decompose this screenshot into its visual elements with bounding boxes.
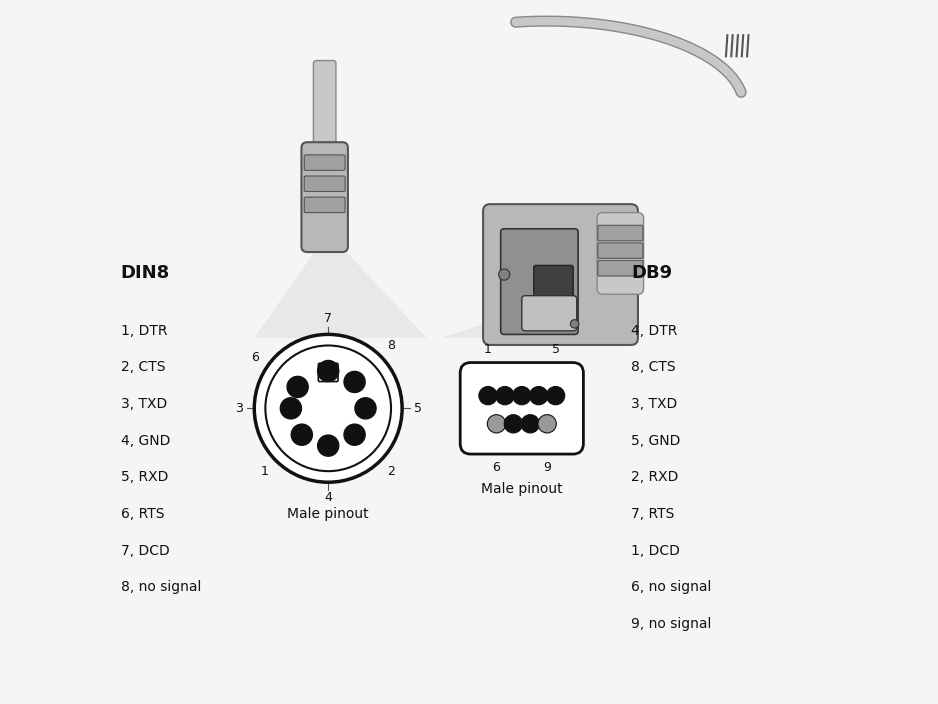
Circle shape — [318, 435, 339, 456]
FancyBboxPatch shape — [304, 155, 345, 170]
Text: 3, TXD: 3, TXD — [631, 397, 677, 411]
Text: 1, DCD: 1, DCD — [631, 543, 680, 558]
FancyBboxPatch shape — [313, 61, 336, 151]
Text: Male pinout: Male pinout — [287, 507, 369, 521]
Circle shape — [254, 334, 402, 482]
Circle shape — [513, 386, 531, 405]
Circle shape — [547, 386, 565, 405]
Circle shape — [522, 415, 539, 433]
Text: 4: 4 — [325, 491, 332, 504]
Text: 3, TXD: 3, TXD — [120, 397, 167, 411]
Text: 4, DTR: 4, DTR — [631, 324, 677, 338]
Circle shape — [488, 415, 506, 433]
FancyBboxPatch shape — [501, 229, 578, 334]
FancyBboxPatch shape — [304, 197, 345, 213]
Text: 2: 2 — [387, 465, 395, 478]
Circle shape — [280, 398, 301, 419]
Circle shape — [538, 415, 556, 433]
Circle shape — [505, 415, 522, 433]
Circle shape — [496, 386, 514, 405]
Text: 8, no signal: 8, no signal — [120, 580, 201, 594]
FancyBboxPatch shape — [304, 176, 345, 191]
Text: 6, RTS: 6, RTS — [120, 507, 164, 521]
Text: 5, GND: 5, GND — [631, 434, 680, 448]
FancyBboxPatch shape — [318, 363, 338, 382]
FancyBboxPatch shape — [534, 265, 573, 298]
Text: DIN8: DIN8 — [120, 263, 170, 282]
FancyBboxPatch shape — [598, 213, 643, 294]
Text: 2, RXD: 2, RXD — [631, 470, 678, 484]
Text: 7, RTS: 7, RTS — [631, 507, 674, 521]
Text: 1, DTR: 1, DTR — [120, 324, 167, 338]
Circle shape — [479, 386, 497, 405]
Text: 7, DCD: 7, DCD — [120, 543, 169, 558]
Text: 9, no signal: 9, no signal — [631, 617, 711, 631]
FancyBboxPatch shape — [598, 243, 643, 258]
Text: 6: 6 — [251, 351, 259, 363]
Text: 9: 9 — [543, 461, 552, 474]
Circle shape — [265, 346, 391, 471]
FancyBboxPatch shape — [522, 296, 577, 331]
Circle shape — [292, 424, 312, 445]
Text: 1: 1 — [484, 343, 492, 356]
Text: 8: 8 — [387, 339, 396, 351]
FancyBboxPatch shape — [461, 363, 583, 454]
Text: 5, RXD: 5, RXD — [120, 470, 168, 484]
Text: 4, GND: 4, GND — [120, 434, 170, 448]
Text: 2, CTS: 2, CTS — [120, 360, 165, 375]
Text: 5: 5 — [552, 343, 560, 356]
Circle shape — [318, 360, 339, 382]
Circle shape — [287, 377, 309, 398]
FancyBboxPatch shape — [301, 142, 348, 252]
Circle shape — [355, 398, 376, 419]
Text: Male pinout: Male pinout — [481, 482, 563, 496]
Text: 7: 7 — [325, 313, 332, 325]
Circle shape — [570, 320, 579, 328]
Circle shape — [344, 424, 365, 445]
Polygon shape — [441, 303, 624, 338]
Polygon shape — [254, 232, 427, 338]
Circle shape — [530, 386, 548, 405]
Text: 8, CTS: 8, CTS — [631, 360, 675, 375]
Circle shape — [344, 372, 365, 393]
Text: 6, no signal: 6, no signal — [631, 580, 711, 594]
Circle shape — [499, 269, 510, 280]
Text: 5: 5 — [414, 402, 421, 415]
FancyBboxPatch shape — [483, 204, 638, 345]
FancyBboxPatch shape — [598, 225, 643, 241]
Text: DB9: DB9 — [631, 263, 672, 282]
Text: 3: 3 — [234, 402, 243, 415]
Text: 6: 6 — [492, 461, 500, 474]
Text: 1: 1 — [261, 465, 269, 478]
FancyBboxPatch shape — [598, 260, 643, 276]
